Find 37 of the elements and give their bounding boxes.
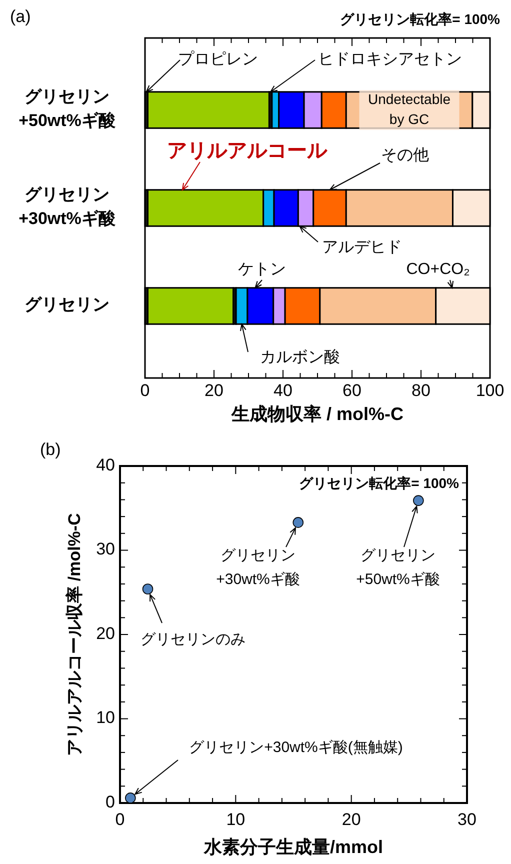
y-tick-label: 20 [96, 624, 115, 643]
legend-label: ヒドロキシアセトン [318, 51, 462, 68]
y-tick-label: 10 [96, 708, 115, 728]
x-tick-label: 30 [458, 810, 476, 829]
x-tick-label: 60 [342, 381, 362, 400]
x-tick-label: 100 [476, 381, 504, 400]
annotation: グリセリン転化率= 100% [299, 475, 460, 491]
x-tick-label: 40 [274, 381, 292, 400]
y-tick-label: 0 [106, 792, 115, 812]
y-axis-title: アリルアルコール収率 /mol%-C [65, 513, 84, 756]
series-label: CO+CO₂ [406, 261, 470, 278]
y-tick-label: グリセリン +30wt%ギ酸 [18, 185, 116, 228]
legend-label: プロピレン [178, 50, 258, 68]
text: グリセリン転化率= 100% [340, 11, 501, 27]
y-tick-label: 30 [96, 540, 115, 559]
series-label: Undetectable by GC [368, 90, 451, 127]
text: その他 [381, 147, 429, 164]
legend-label: アルデヒド [322, 239, 402, 256]
y-tick-label: 40 [96, 455, 115, 474]
chart-title: (b) [40, 440, 61, 459]
y-tick-label: グリセリン [24, 295, 110, 314]
x-tick-label: 80 [412, 381, 430, 400]
x-tick-label: 20 [204, 381, 224, 400]
series-label: アリルアルコール [167, 140, 328, 162]
chart-title: (a) [10, 7, 31, 26]
annotation: グリセリンのみ [140, 630, 246, 648]
series-label: ケトン [238, 261, 286, 278]
annotation: グリセリン+30wt%ギ酸(無触媒) [189, 738, 403, 756]
x-axis-title: 生成物収率 / mol%-C [230, 404, 404, 424]
x-tick-label: 0 [140, 381, 150, 400]
annotation: グリセリン +50wt%ギ酸 [356, 546, 440, 588]
x-axis-title: 水素分子生成量/mmol [202, 837, 384, 857]
annotation: グリセリン +30wt%ギ酸 [216, 546, 300, 588]
x-tick-label: 20 [342, 810, 361, 829]
x-tick-label: 10 [226, 810, 246, 829]
legend-label: カルボン酸 [260, 348, 340, 366]
y-tick-label: グリセリン +50wt%ギ酸 [18, 88, 116, 130]
